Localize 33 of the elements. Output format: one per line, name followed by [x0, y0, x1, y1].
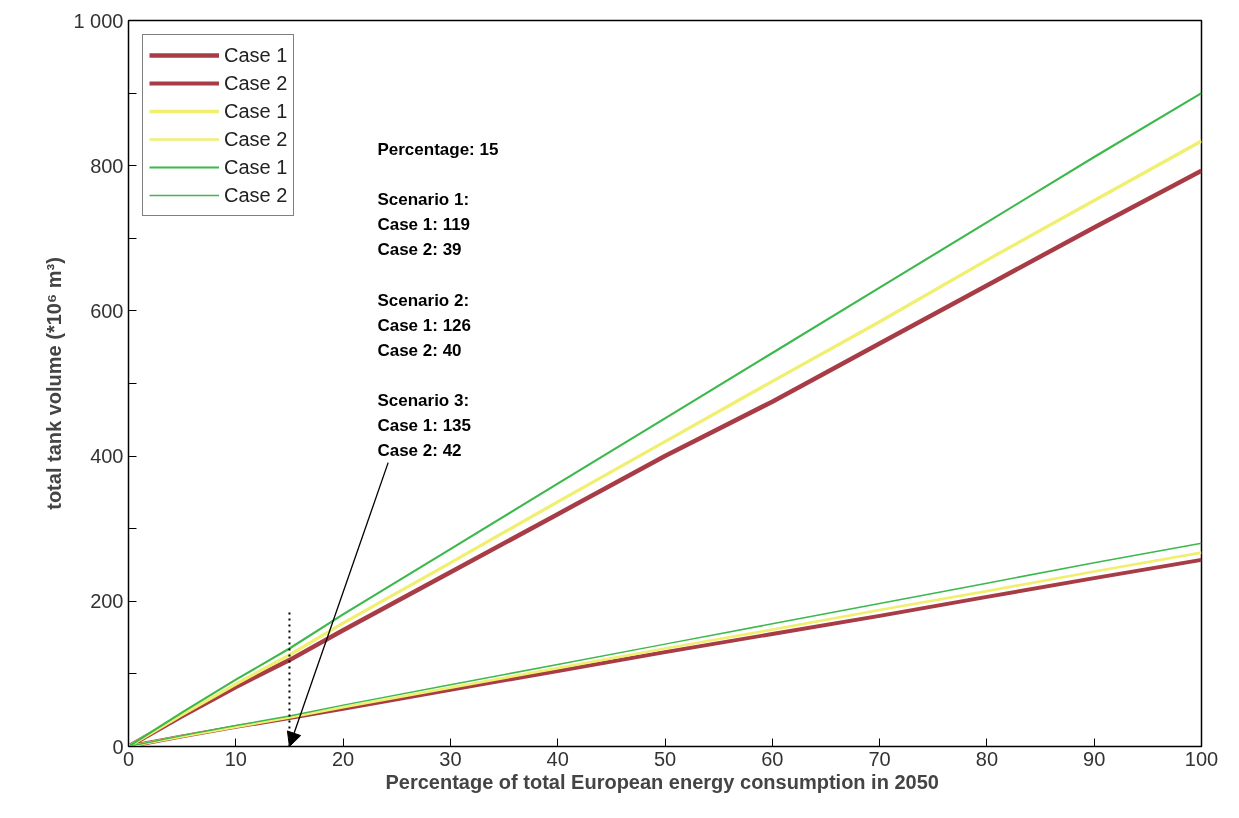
- x-tick-label: 60: [761, 747, 784, 770]
- x-tick-label: 30: [439, 747, 462, 770]
- legend-label: Case 1: [224, 98, 288, 124]
- legend-label: Case 2: [224, 182, 288, 208]
- x-tick-label: 90: [1083, 747, 1106, 770]
- annotation: Case 2: 39: [377, 240, 462, 260]
- x-tick-label: 100: [1184, 747, 1219, 770]
- y-tick-label: 800: [90, 154, 124, 177]
- legend-label: Case 2: [224, 70, 288, 96]
- annotation: Scenario 3:: [377, 390, 470, 410]
- annotation: Scenario 1:: [377, 190, 470, 210]
- y-tick-label: 200: [90, 590, 124, 613]
- x-tick-label: 70: [868, 747, 891, 770]
- x-tick-label: 80: [975, 747, 999, 770]
- y-tick-label: 400: [90, 445, 124, 468]
- legend-label: Case 1: [224, 154, 288, 180]
- legend-label: Case 1: [224, 42, 288, 68]
- x-tick-label: 20: [331, 747, 355, 770]
- y-axis-title: total tank volume (*10⁶ m³): [43, 257, 66, 510]
- y-tick-label: 600: [90, 299, 124, 322]
- annotation: Scenario 2:: [377, 290, 470, 310]
- legend-label: Case 2: [224, 126, 288, 152]
- annotation: Case 1: 126: [377, 315, 472, 335]
- annotation: Case 1: 119: [377, 215, 471, 235]
- y-tick-label: 1 000: [73, 9, 124, 32]
- annotation: Case 1: 135: [377, 415, 472, 435]
- x-axis-title: Percentage of total European energy consumption in 2050: [385, 770, 939, 793]
- x-tick-label: 50: [653, 747, 677, 770]
- annotation: Case 2: 40: [377, 340, 462, 360]
- x-tick-label: 40: [546, 747, 569, 770]
- annotation: Percentage: 15: [377, 140, 499, 160]
- x-tick-label: 10: [224, 747, 247, 770]
- annotation: Case 2: 42: [377, 440, 462, 460]
